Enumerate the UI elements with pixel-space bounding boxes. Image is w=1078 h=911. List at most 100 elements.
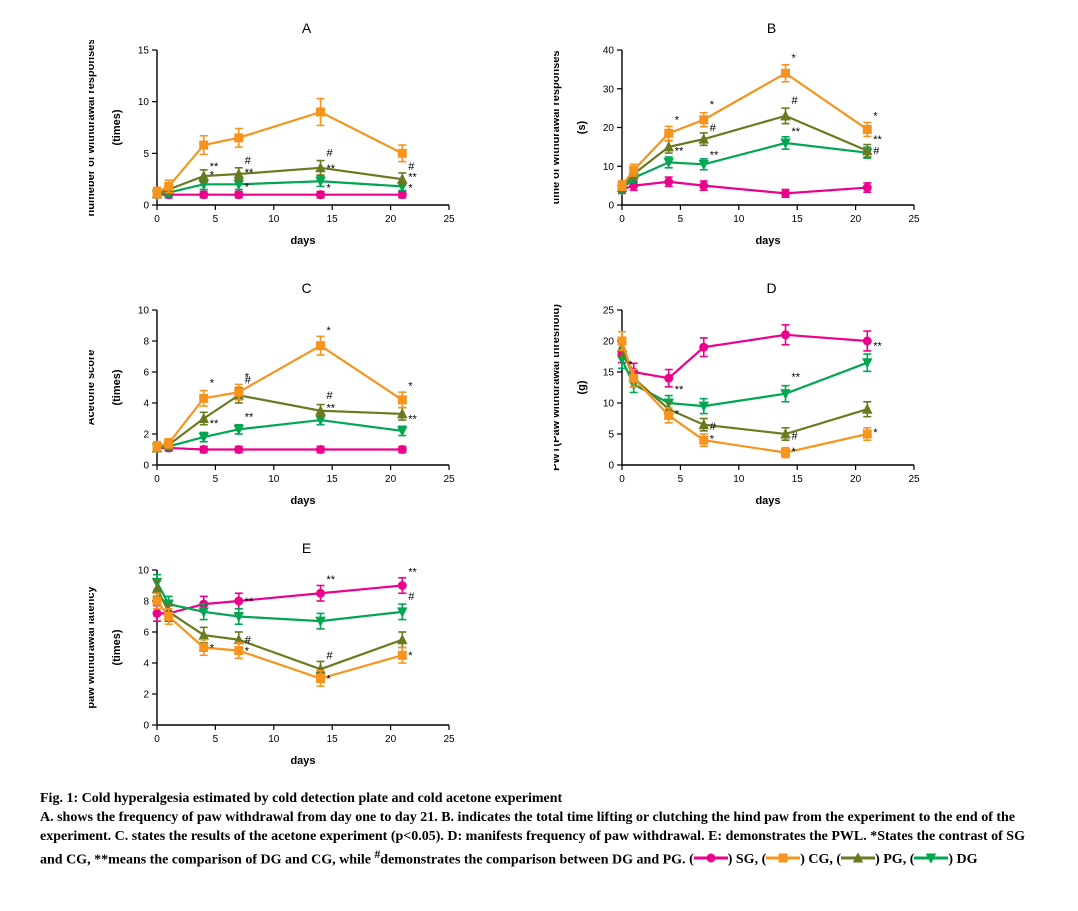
svg-text:#: # [245,375,252,387]
svg-text:25: 25 [603,306,615,317]
svg-text:20: 20 [385,214,397,225]
panel-title-C: C [89,280,524,296]
svg-text:*: * [210,378,215,390]
svg-text:*: * [245,182,250,194]
svg-text:Acetone score: Acetone score [89,350,97,426]
svg-text:15: 15 [792,214,804,225]
svg-text:30: 30 [603,84,615,95]
figure-grid: A0510150510152025daysnumeber of withdraw… [89,20,989,770]
caption-body: A. shows the frequency of paw withdrawal… [40,809,1038,870]
svg-text:*: * [327,673,332,685]
svg-text:10: 10 [268,474,280,485]
svg-text:2: 2 [143,430,149,441]
svg-text:*: * [408,381,413,393]
svg-text:0: 0 [154,474,160,485]
chart-C: 02468100510152025daysAcetone score(times… [89,300,469,510]
svg-text:10: 10 [603,162,615,173]
svg-text:*: * [710,99,715,111]
svg-text:(g): (g) [576,380,588,394]
legend-swatch-SG [694,853,728,863]
svg-text:15: 15 [792,474,804,485]
chart-B: 0102030400510152025daystime of withdrawa… [554,40,934,250]
svg-text:**: ** [245,596,254,608]
svg-text:0: 0 [143,461,149,472]
svg-text:5: 5 [678,474,684,485]
svg-text:10: 10 [268,734,280,745]
legend-swatch-CG [766,853,800,863]
svg-text:8: 8 [143,337,149,348]
svg-text:**: ** [327,574,336,586]
svg-text:paw withdrawal latency: paw withdrawal latency [89,585,97,708]
panel-title-E: E [89,540,524,556]
svg-text:0: 0 [154,734,160,745]
svg-text:**: ** [675,146,684,158]
svg-text:20: 20 [850,214,862,225]
svg-text:4: 4 [143,659,149,670]
svg-text:*: * [327,325,332,337]
svg-text:*: * [710,433,715,445]
svg-text:2: 2 [143,690,149,701]
svg-text:10: 10 [138,306,150,317]
svg-text:15: 15 [327,474,339,485]
panel-D: D05101520250510152025daysPWT(Paw withdra… [554,280,989,510]
svg-text:days: days [755,495,780,507]
svg-text:8: 8 [143,597,149,608]
svg-text:20: 20 [385,474,397,485]
svg-text:(times): (times) [111,369,123,405]
svg-text:*: * [873,111,878,123]
svg-text:0: 0 [619,214,625,225]
svg-text:**: ** [245,167,254,179]
legend-label-DG: ) DG [948,852,977,867]
svg-text:25: 25 [443,734,455,745]
svg-text:6: 6 [143,628,149,639]
svg-text:10: 10 [268,214,280,225]
panel-title-A: A [89,20,524,36]
panel-A: A0510150510152025daysnumeber of withdraw… [89,20,524,250]
panel-title-B: B [554,20,989,36]
svg-text:#: # [327,650,334,662]
svg-text:15: 15 [603,368,615,379]
svg-text:*: * [628,359,633,371]
svg-text:10: 10 [733,214,745,225]
svg-text:25: 25 [443,474,455,485]
panel-B: B0102030400510152025daystime of withdraw… [554,20,989,250]
svg-text:*: * [245,645,250,657]
svg-text:days: days [290,235,315,247]
svg-text:*: * [210,642,215,654]
svg-text:(s): (s) [576,120,588,134]
legend-inline: () SG, () CG, () PG, () DG [689,852,977,867]
caption-post: demonstrates the comparison between DG a… [380,852,689,867]
svg-text:40: 40 [603,46,615,57]
svg-text:0: 0 [143,201,149,212]
svg-text:4: 4 [143,399,149,410]
svg-text:15: 15 [327,734,339,745]
svg-text:**: ** [710,149,719,161]
svg-text:#: # [710,421,717,433]
svg-text:#: # [327,148,334,160]
svg-text:5: 5 [213,214,219,225]
svg-text:0: 0 [619,474,625,485]
svg-text:**: ** [327,163,336,175]
svg-text:**: ** [675,384,684,396]
svg-text:*: * [792,53,797,65]
svg-text:**: ** [210,418,219,430]
svg-text:0: 0 [608,201,614,212]
svg-text:6: 6 [143,368,149,379]
svg-text:10: 10 [138,97,150,108]
svg-text:20: 20 [385,734,397,745]
svg-text:numeber of withdrawal response: numeber of withdrawal responses [89,40,97,216]
svg-text:PWT(Paw withdrawal threshold): PWT(Paw withdrawal threshold) [554,304,562,471]
svg-text:days: days [290,495,315,507]
caption-title: Fig. 1: Cold hyperalgesia estimated by c… [40,790,1038,809]
figure-caption: Fig. 1: Cold hyperalgesia estimated by c… [40,790,1038,870]
svg-text:0: 0 [154,214,160,225]
svg-text:25: 25 [908,474,920,485]
svg-text:*: * [873,427,878,439]
svg-text:**: ** [408,566,417,578]
svg-text:0: 0 [608,461,614,472]
svg-text:**: ** [873,134,882,146]
svg-text:**: ** [792,126,801,138]
svg-text:5: 5 [678,214,684,225]
svg-text:20: 20 [850,474,862,485]
svg-text:**: ** [210,161,219,173]
